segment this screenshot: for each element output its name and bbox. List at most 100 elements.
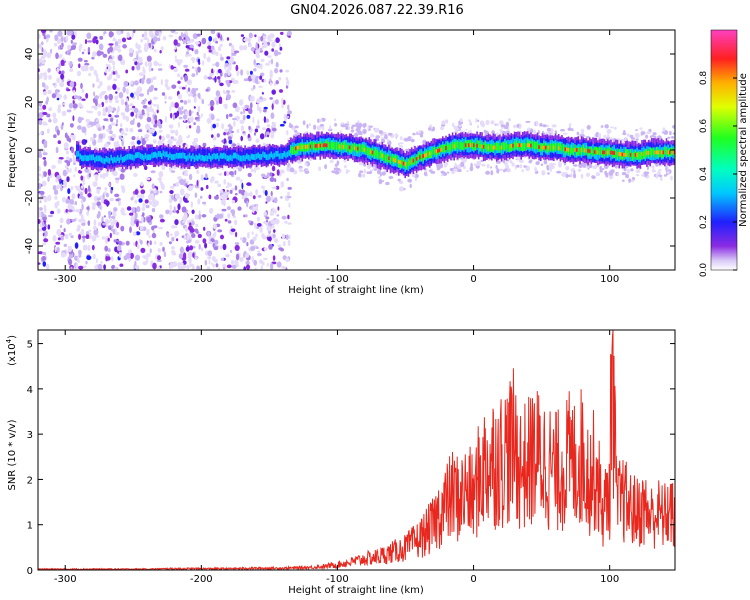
spectral-speckle [294,125,299,129]
ridge-peak [618,152,620,156]
spectral-speckle [177,80,181,85]
spectral-speckle [92,139,97,146]
spectral-speckle [121,37,127,43]
spectral-speckle [547,172,550,175]
spectral-speckle [362,128,367,135]
spectral-speckle [329,126,331,130]
ridge-band [234,152,237,159]
spectral-speckle [203,75,208,80]
spectral-speckle [250,102,253,109]
spectral-speckle [138,56,143,64]
spectral-speckle [40,217,43,224]
ridge-band [195,154,197,161]
spectral-speckle [509,160,513,164]
spectral-speckle [170,140,173,145]
spectral-speckle [42,111,48,116]
spectral-speckle [38,228,42,232]
spectral-speckle [245,260,250,266]
ridge-peak [557,146,560,150]
spectral-speckle [337,168,341,171]
spectral-speckle [231,264,237,269]
ridge-band [82,155,85,162]
spectral-speckle [136,63,141,71]
spectral-speckle [228,113,233,117]
spectral-speckle [222,243,227,251]
spectral-speckle [57,104,62,108]
spectral-speckle [271,103,274,110]
spectral-speckle [139,225,144,231]
ridge-band [458,141,460,150]
ridge-peak [428,151,431,156]
ridge-band [221,153,224,159]
spectral-speckle [192,252,195,258]
spectral-speckle [152,262,157,270]
spectral-speckle [454,162,457,168]
ridge-band [631,152,633,161]
spectral-speckle [405,148,408,152]
spectral-speckle [46,128,50,134]
spectral-speckle [289,167,295,173]
spectral-speckle [279,69,283,73]
spectral-speckle [150,170,156,174]
spectral-speckle [171,236,175,242]
spectral-speckle [409,183,412,189]
spectral-speckle [476,162,480,166]
ridge-band [123,156,126,162]
spectral-speckle [240,179,243,184]
spectral-speckle [204,259,208,266]
spectral-speckle [194,192,198,198]
spectral-speckle [279,89,283,93]
spectral-speckle [246,70,250,76]
spectral-speckle [95,258,98,264]
spectral-speckle [287,214,290,220]
spectral-speckle [262,35,267,40]
ridge-band [136,152,139,158]
spectral-speckle [149,248,152,254]
spectral-speckle [440,170,445,174]
y-tick-label: 4 [27,385,33,396]
spectral-speckle [242,133,246,136]
spectral-speckle [164,79,169,83]
spectral-speckle [558,161,561,166]
spectral-speckle [205,88,209,92]
spectral-speckle [235,231,238,238]
ridge-band [175,152,178,159]
spectral-speckle [77,116,82,124]
spectral-speckle [322,125,325,131]
spectral-speckle [157,248,161,253]
spectral-speckle [54,195,58,200]
spectral-speckle [126,32,131,38]
spectral-speckle [115,179,119,184]
spectral-speckle [259,226,263,233]
spectral-speckle [97,138,100,144]
spectral-speckle [105,256,109,262]
spectral-speckle [645,134,649,139]
ridge-peak [394,158,397,163]
spectral-speckle [138,198,143,203]
spectral-speckle [43,73,48,81]
spectral-speckle [153,104,157,107]
spectral-speckle [227,220,232,224]
spectral-speckle [58,63,61,70]
spectral-speckle [60,224,63,229]
spectral-speckle [87,193,92,198]
spectral-speckle [201,214,207,218]
spectral-speckle [124,133,128,136]
spectral-speckle [133,242,136,247]
spectral-speckle [218,172,223,176]
ridge-band [152,152,155,158]
spectral-speckle [476,125,480,129]
colorbar-gradient [710,29,738,271]
ridge-peak [453,144,455,149]
ridge-band [76,151,78,157]
spectral-speckle [71,34,76,40]
spectral-speckle [51,93,57,99]
spectral-speckle [246,200,249,208]
spectral-speckle [172,138,177,142]
ridge-peak [629,152,632,157]
ridge-band [177,153,179,159]
ridge-peak [482,144,485,149]
ridge-band [376,150,379,158]
ridge-peak [553,145,555,150]
spectral-speckle [173,206,176,213]
